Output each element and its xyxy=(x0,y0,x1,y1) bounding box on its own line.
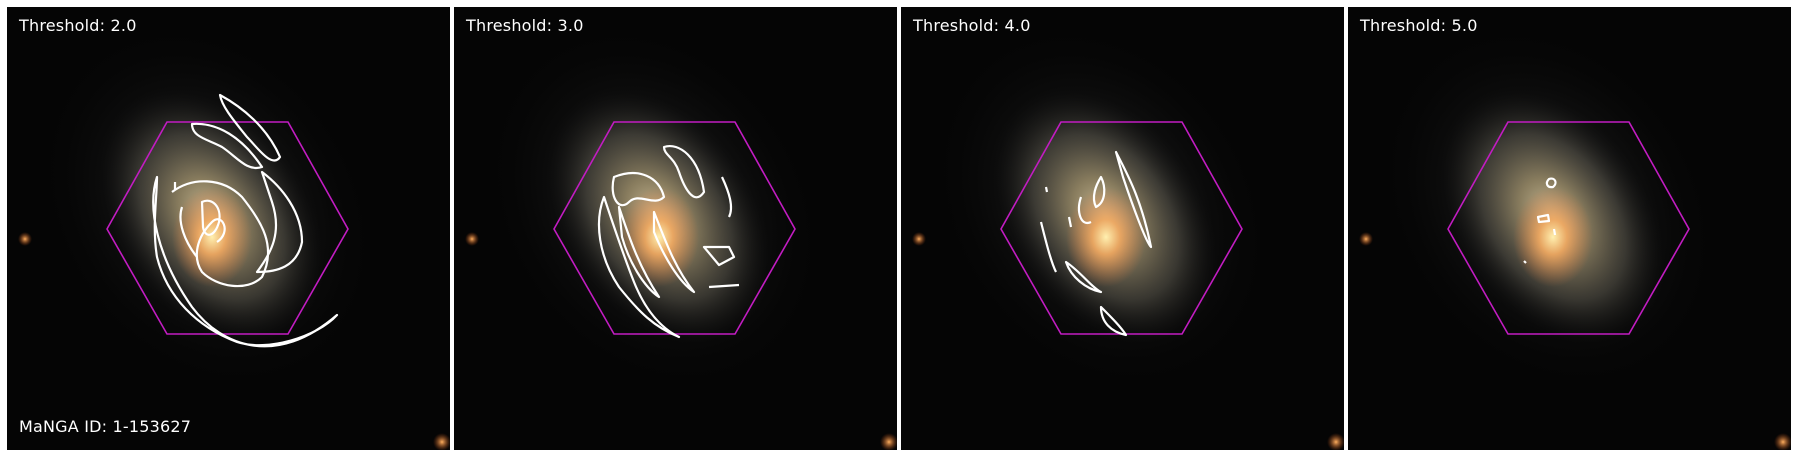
contour-lines xyxy=(597,144,740,339)
galaxy-panel-threshold-5: Threshold: 5.0 xyxy=(1348,7,1791,450)
threshold-label: Threshold: 2.0 xyxy=(19,16,137,35)
threshold-label: Threshold: 3.0 xyxy=(466,16,584,35)
threshold-label: Threshold: 4.0 xyxy=(913,16,1031,35)
galaxy-panel-threshold-3: Threshold: 3.0 xyxy=(454,7,897,450)
contour-lines xyxy=(152,93,339,348)
galaxy-image xyxy=(1348,7,1791,450)
ifu-hexagon xyxy=(106,121,349,335)
galaxy-image xyxy=(454,7,897,450)
ifu-hexagon xyxy=(1000,121,1243,335)
galaxy-panel-threshold-2: Threshold: 2.0 MaNGA ID: 1-153627 xyxy=(7,7,450,450)
contour-lines xyxy=(1039,150,1153,337)
threshold-label: Threshold: 5.0 xyxy=(1360,16,1478,35)
ifu-hexagon xyxy=(553,121,796,335)
galaxy-panel-threshold-4: Threshold: 4.0 xyxy=(901,7,1344,450)
galaxy-image xyxy=(7,7,450,450)
ifu-hexagon xyxy=(1447,121,1690,335)
galaxy-image xyxy=(901,7,1344,450)
manga-id-label: MaNGA ID: 1-153627 xyxy=(19,417,192,436)
contour-lines xyxy=(1523,177,1557,264)
